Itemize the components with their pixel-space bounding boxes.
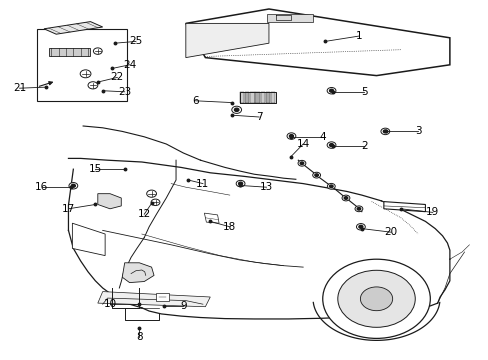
Circle shape — [356, 207, 360, 210]
Circle shape — [326, 87, 335, 94]
Polygon shape — [270, 92, 275, 103]
Text: 14: 14 — [296, 139, 309, 149]
Polygon shape — [49, 48, 90, 56]
Circle shape — [326, 142, 335, 148]
Polygon shape — [122, 263, 154, 283]
Circle shape — [342, 195, 349, 201]
Polygon shape — [185, 23, 268, 58]
Circle shape — [358, 225, 362, 228]
Text: 19: 19 — [425, 207, 439, 217]
Text: 22: 22 — [110, 72, 124, 82]
Polygon shape — [249, 92, 254, 103]
Text: 10: 10 — [103, 299, 116, 309]
Circle shape — [286, 133, 295, 139]
Circle shape — [69, 183, 78, 189]
Text: 16: 16 — [35, 182, 48, 192]
Circle shape — [356, 224, 365, 230]
Polygon shape — [44, 22, 102, 34]
Polygon shape — [266, 14, 312, 22]
Text: 7: 7 — [255, 112, 262, 122]
Circle shape — [329, 144, 333, 147]
Text: 6: 6 — [192, 96, 199, 106]
Text: 2: 2 — [360, 141, 367, 151]
Text: 9: 9 — [180, 301, 186, 311]
Polygon shape — [383, 202, 425, 212]
Circle shape — [80, 70, 91, 78]
Circle shape — [380, 128, 389, 135]
Polygon shape — [72, 223, 105, 256]
Text: 8: 8 — [136, 332, 142, 342]
Text: 3: 3 — [414, 126, 421, 136]
Text: 23: 23 — [118, 87, 131, 97]
Polygon shape — [265, 92, 270, 103]
Circle shape — [93, 48, 102, 54]
Polygon shape — [255, 92, 259, 103]
Circle shape — [314, 174, 318, 176]
Text: 1: 1 — [355, 31, 362, 41]
Polygon shape — [239, 92, 244, 103]
Circle shape — [337, 270, 414, 327]
Circle shape — [329, 185, 332, 188]
Circle shape — [300, 162, 303, 165]
Circle shape — [236, 180, 244, 187]
Polygon shape — [185, 9, 449, 76]
Text: 13: 13 — [259, 182, 273, 192]
Circle shape — [344, 197, 347, 199]
Text: 25: 25 — [129, 36, 142, 46]
Circle shape — [231, 106, 241, 113]
Circle shape — [312, 172, 320, 178]
Text: 24: 24 — [122, 60, 136, 70]
Circle shape — [383, 130, 386, 133]
Circle shape — [234, 108, 238, 112]
Circle shape — [289, 135, 293, 138]
Circle shape — [238, 182, 242, 185]
Circle shape — [322, 259, 429, 338]
Text: 21: 21 — [13, 83, 26, 93]
Polygon shape — [98, 194, 121, 209]
Circle shape — [151, 199, 160, 206]
Polygon shape — [204, 213, 219, 223]
Circle shape — [354, 206, 362, 212]
Text: 20: 20 — [384, 227, 397, 237]
Circle shape — [146, 190, 156, 197]
Circle shape — [88, 82, 98, 89]
Bar — [37, 29, 127, 101]
Text: 15: 15 — [88, 164, 102, 174]
Polygon shape — [260, 92, 264, 103]
Text: 17: 17 — [61, 204, 75, 214]
Circle shape — [329, 89, 333, 92]
Polygon shape — [98, 292, 210, 307]
Circle shape — [297, 161, 305, 166]
Text: 11: 11 — [196, 179, 209, 189]
Polygon shape — [244, 92, 249, 103]
Text: 12: 12 — [137, 209, 151, 219]
Text: 4: 4 — [319, 132, 325, 142]
Text: 18: 18 — [223, 222, 236, 232]
Circle shape — [71, 184, 75, 187]
Text: 5: 5 — [360, 87, 367, 97]
Circle shape — [360, 287, 392, 311]
Circle shape — [327, 184, 334, 189]
Polygon shape — [156, 293, 168, 301]
